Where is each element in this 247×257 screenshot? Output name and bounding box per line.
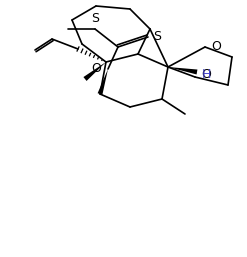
Polygon shape — [98, 69, 108, 95]
Text: O: O — [211, 41, 221, 53]
Text: O: O — [201, 69, 211, 81]
Text: S: S — [91, 12, 99, 25]
Polygon shape — [83, 62, 106, 81]
Text: S: S — [153, 30, 161, 42]
Text: O: O — [91, 61, 101, 75]
Polygon shape — [168, 67, 197, 75]
Text: H: H — [202, 68, 211, 80]
